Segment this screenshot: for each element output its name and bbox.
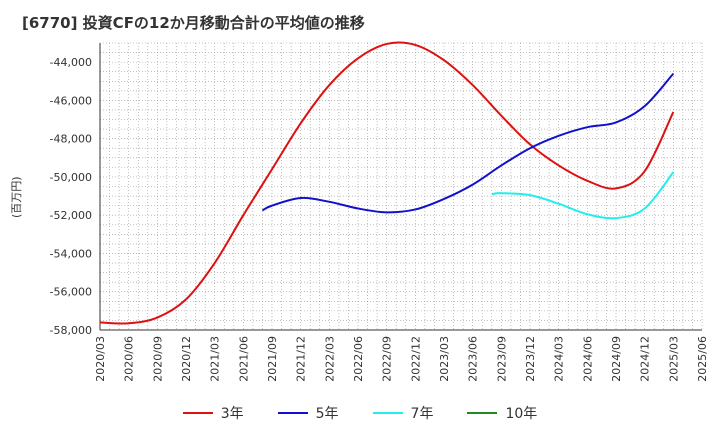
legend-label-10y: 10年 (505, 406, 538, 422)
line-chart: -44,000 -46,000 -48,000 -50,000 -52,000 -54,0… (50, 41, 709, 382)
legend-swatch-7y (372, 412, 403, 414)
legend-swatch-3y (182, 412, 213, 414)
x-tick-label: 2025/06 (696, 336, 709, 382)
x-tick-label: 2021/03 (209, 336, 222, 382)
y-tick-label: -52,000 (50, 209, 92, 222)
x-tick-label: 2022/12 (409, 336, 422, 382)
legend: 3年 5年 7年 10年 (0, 403, 720, 423)
legend-item-3y: 3年 (182, 403, 244, 423)
chart-title: [6770] 投資CFの12か月移動合計の平均値の推移 (22, 14, 365, 32)
series-line-0 (99, 41, 675, 325)
x-tick-label: 2024/12 (639, 336, 652, 382)
x-tick-label: 2025/03 (667, 336, 680, 382)
y-tick-label: -58,000 (50, 324, 92, 337)
y-tick-label: -50,000 (50, 171, 92, 184)
legend-swatch-10y (467, 412, 498, 414)
y-tick-label: -54,000 (50, 247, 92, 260)
y-tick-label: -48,000 (50, 133, 92, 146)
legend-label-3y: 3年 (220, 406, 244, 422)
x-tick-label: 2022/06 (352, 336, 365, 382)
x-tick-label: 2023/06 (467, 336, 480, 382)
x-tick-label: 2020/06 (123, 336, 136, 382)
x-tick-label: 2020/03 (94, 336, 107, 382)
x-tick-label: 2021/06 (237, 336, 250, 382)
x-tick-label: 2023/12 (524, 336, 537, 382)
legend-swatch-5y (277, 412, 308, 414)
y-tick-label: -56,000 (50, 286, 92, 299)
legend-item-5y: 5年 (277, 403, 339, 423)
x-tick-label: 2020/09 (151, 336, 164, 382)
legend-label-7y: 7年 (410, 406, 434, 422)
x-tick-label: 2023/09 (495, 336, 508, 382)
x-tick-label: 2022/09 (381, 336, 394, 382)
legend-label-5y: 5年 (315, 406, 339, 422)
x-tick-label: 2022/03 (323, 336, 336, 382)
x-tick-label: 2020/12 (180, 336, 193, 382)
x-tick-label: 2024/06 (581, 336, 594, 382)
legend-item-10y: 10年 (467, 403, 537, 423)
series-line-2 (491, 171, 675, 220)
x-tick-label: 2023/03 (438, 336, 451, 382)
x-tick-label: 2021/09 (266, 336, 279, 382)
x-tick-label: 2024/03 (553, 336, 566, 382)
x-tick-label: 2021/12 (295, 336, 308, 382)
legend-item-7y: 7年 (372, 403, 434, 423)
y-tick-label: -44,000 (50, 56, 92, 69)
x-tick-label: 2024/09 (610, 336, 623, 382)
y-tick-label: -46,000 (50, 94, 92, 107)
series-line-1 (261, 72, 675, 214)
